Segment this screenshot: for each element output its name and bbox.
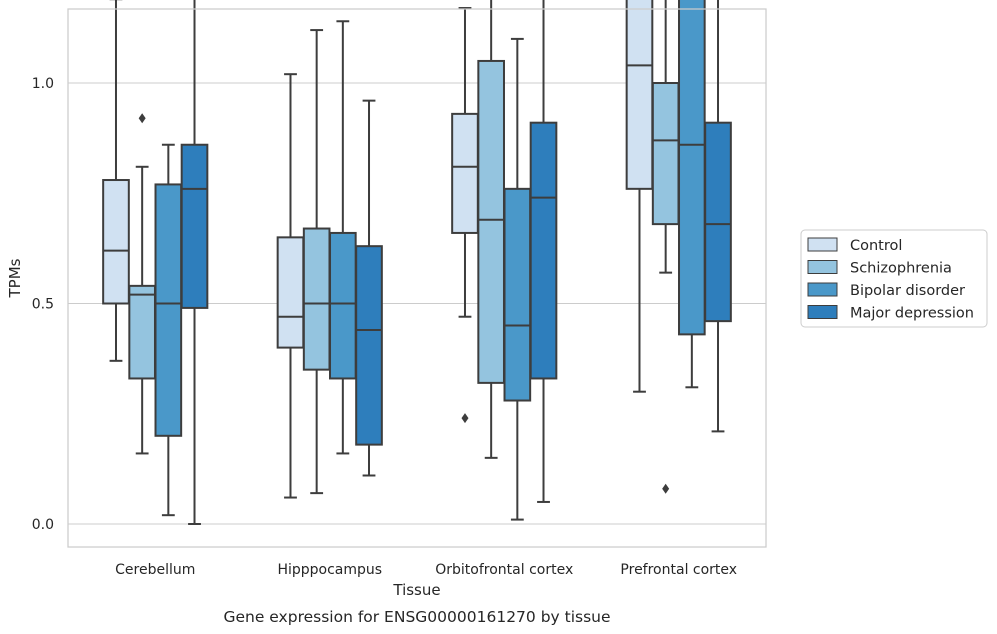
box-cerebellum-control <box>102 0 130 362</box>
box-cerebellum-bipolar-disorder <box>154 143 183 517</box>
box-iqr <box>128 284 156 380</box>
legend-item-major-depression: Major depression <box>807 305 974 322</box>
x-tick-label: Prefrontal cortex <box>620 562 737 578</box>
box-prefrontal-cortex-control <box>625 0 654 393</box>
box-iqr <box>625 0 654 190</box>
legend: Control Schizophrenia Bipolar disorder Majo… <box>800 229 988 328</box>
box-groups <box>102 0 732 525</box>
outlier-point <box>138 113 146 124</box>
box-iqr <box>678 0 706 336</box>
box-iqr <box>651 82 680 226</box>
y-axis-title: TPMs <box>6 258 24 298</box>
box-iqr <box>503 187 532 402</box>
box-orbitofrontal-cortex-major-depression <box>529 0 558 503</box>
y-tick-label: 1.0 <box>32 76 54 92</box>
legend-swatch <box>807 260 838 274</box>
figure-caption: Gene expression for ENSG00000161270 by t… <box>223 608 610 626</box>
box-prefrontal-cortex-schizophrenia <box>651 0 680 494</box>
x-axis-title: Tissue <box>392 581 440 599</box>
box-iqr <box>102 179 130 305</box>
box-iqr <box>355 245 383 446</box>
legend-swatch <box>807 305 838 319</box>
box-hipppocampus-schizophrenia <box>302 29 331 495</box>
box-orbitofrontal-cortex-bipolar-disorder <box>503 37 532 521</box>
legend-swatch <box>807 237 838 252</box>
box-iqr <box>276 236 305 349</box>
legend-label: Schizophrenia <box>850 261 952 277</box>
box-hipppocampus-bipolar-disorder <box>329 20 357 455</box>
legend-frame <box>800 229 988 328</box>
box-orbitofrontal-cortex-schizophrenia <box>477 0 505 459</box>
box-iqr <box>154 183 183 437</box>
plot-frame <box>67 8 767 548</box>
legend-item-schizophrenia: Schizophrenia <box>807 260 952 277</box>
x-tick-label: Cerebellum <box>115 562 195 578</box>
box-iqr <box>302 227 331 371</box>
legend-label: Major depression <box>850 306 974 322</box>
box-prefrontal-cortex-bipolar-disorder <box>678 0 706 389</box>
y-axis-ticks: 0.00.51.01.52.0 <box>32 76 54 533</box>
legend-swatch <box>807 282 838 297</box>
box-iqr <box>329 231 357 380</box>
box-orbitofrontal-cortex-control <box>451 7 479 424</box>
box-hipppocampus-major-depression <box>355 99 383 477</box>
outlier-point <box>662 483 670 494</box>
legend-label: Bipolar disorder <box>850 283 965 299</box>
y-tick-label: 0.5 <box>32 297 54 313</box>
outlier-point <box>461 413 469 424</box>
box-iqr <box>529 121 558 380</box>
box-iqr <box>451 112 479 234</box>
box-cerebellum-major-depression <box>180 0 209 525</box>
box-iqr <box>180 143 209 309</box>
box-iqr <box>477 59 505 384</box>
y-tick-label: 0.0 <box>32 517 54 533</box>
legend-item-bipolar-disorder: Bipolar disorder <box>807 282 965 299</box>
x-axis-ticks: Cerebellum Hipppocampus Orbitofrontal cort… <box>115 562 737 578</box>
x-tick-label: Orbitofrontal cortex <box>435 562 573 578</box>
x-tick-label: Hipppocampus <box>277 562 382 578</box>
box-iqr <box>704 121 732 323</box>
legend-item-control: Control <box>807 237 902 254</box>
legend-label: Control <box>850 238 902 254</box>
